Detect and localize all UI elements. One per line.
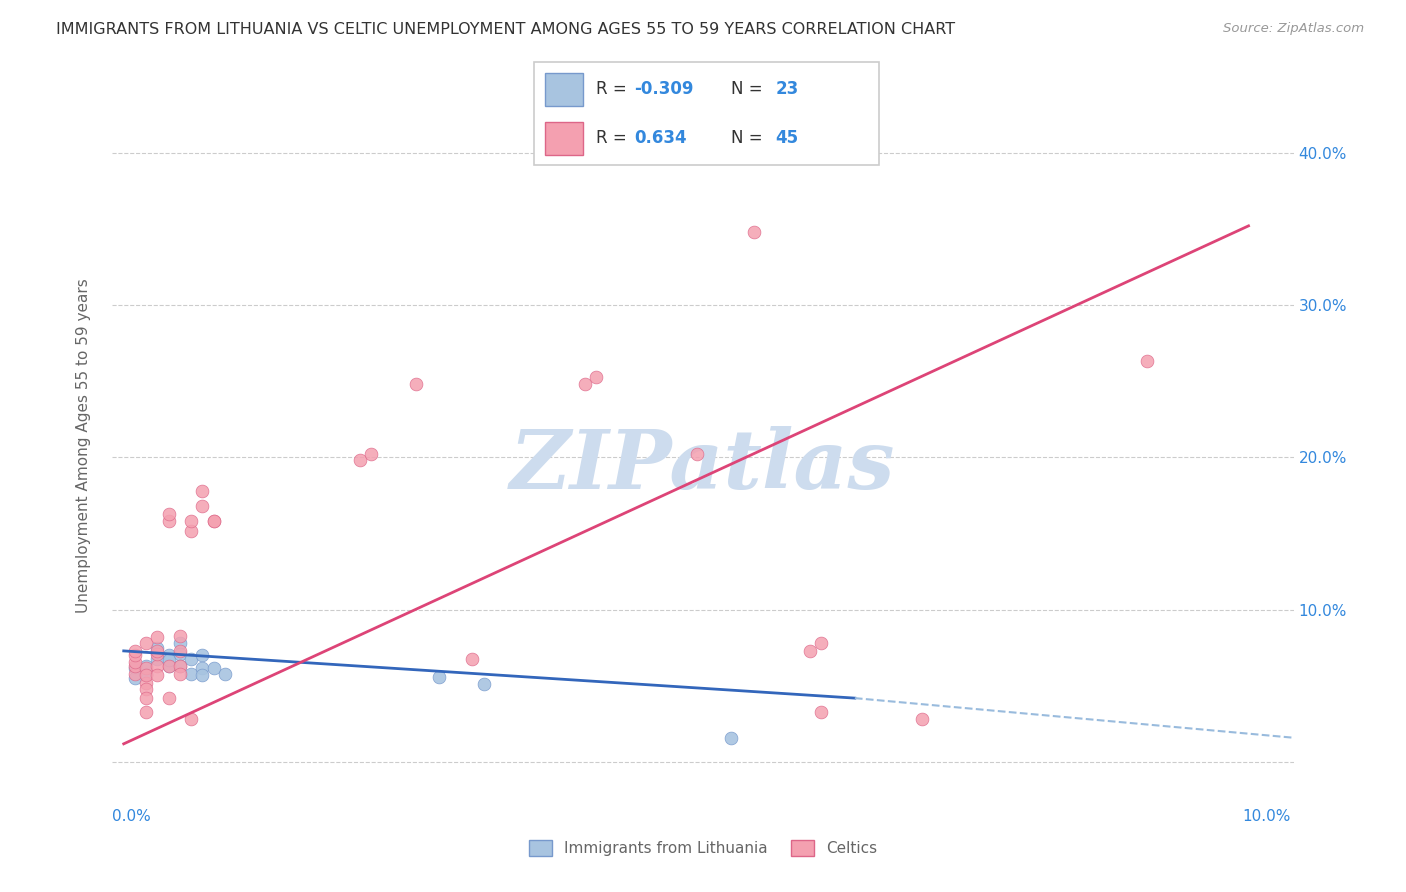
Text: R =: R = xyxy=(596,129,637,147)
Point xyxy=(146,644,169,658)
Point xyxy=(585,369,607,384)
Point xyxy=(146,645,169,659)
Point xyxy=(157,515,180,529)
Point xyxy=(720,731,742,745)
Point xyxy=(157,659,180,673)
Text: R =: R = xyxy=(596,80,633,98)
Point xyxy=(135,676,157,690)
Text: ZIPatlas: ZIPatlas xyxy=(510,426,896,507)
Point xyxy=(124,644,146,658)
Point xyxy=(135,691,157,706)
Text: N =: N = xyxy=(731,80,768,98)
Text: 0.0%: 0.0% xyxy=(112,809,152,823)
Point xyxy=(124,666,146,681)
Text: 10.0%: 10.0% xyxy=(1243,809,1291,823)
Point xyxy=(135,666,157,681)
Y-axis label: Unemployment Among Ages 55 to 59 years: Unemployment Among Ages 55 to 59 years xyxy=(76,278,91,614)
Point xyxy=(135,636,157,650)
Point xyxy=(157,648,180,663)
Point xyxy=(180,666,202,681)
Point xyxy=(146,647,169,661)
Text: -0.309: -0.309 xyxy=(634,80,693,98)
Point xyxy=(157,691,180,706)
Point xyxy=(810,636,832,650)
Point xyxy=(124,648,146,663)
Point xyxy=(191,483,214,498)
Point xyxy=(349,453,371,467)
Text: 45: 45 xyxy=(776,129,799,147)
FancyBboxPatch shape xyxy=(544,73,582,105)
Point xyxy=(169,629,191,643)
Point xyxy=(180,651,202,665)
Point xyxy=(686,447,709,461)
Point xyxy=(135,668,157,682)
Point xyxy=(472,677,495,691)
Point xyxy=(191,499,214,513)
Point xyxy=(169,644,191,658)
Point xyxy=(191,648,214,663)
Point xyxy=(191,668,214,682)
Point xyxy=(360,447,382,461)
Point xyxy=(202,660,225,674)
Point xyxy=(157,659,180,673)
Point xyxy=(124,659,146,673)
Point xyxy=(124,671,146,685)
Point xyxy=(180,524,202,538)
Text: 23: 23 xyxy=(776,80,799,98)
Point xyxy=(146,668,169,682)
FancyBboxPatch shape xyxy=(544,122,582,155)
Point xyxy=(169,666,191,681)
Point xyxy=(911,713,934,727)
Point xyxy=(169,659,191,673)
Point xyxy=(214,666,236,681)
Point xyxy=(124,655,146,669)
Point xyxy=(810,705,832,719)
Point xyxy=(135,660,157,674)
Text: IMMIGRANTS FROM LITHUANIA VS CELTIC UNEMPLOYMENT AMONG AGES 55 TO 59 YEARS CORRE: IMMIGRANTS FROM LITHUANIA VS CELTIC UNEM… xyxy=(56,22,955,37)
Point xyxy=(169,659,191,673)
Point xyxy=(180,713,202,727)
Legend: Immigrants from Lithuania, Celtics: Immigrants from Lithuania, Celtics xyxy=(523,834,883,862)
Point xyxy=(146,659,169,673)
Point xyxy=(799,644,821,658)
Text: 0.634: 0.634 xyxy=(634,129,686,147)
Point xyxy=(202,515,225,529)
Point xyxy=(157,507,180,521)
Point xyxy=(180,515,202,529)
Point xyxy=(135,681,157,696)
Point xyxy=(1136,354,1159,368)
Point xyxy=(135,705,157,719)
Text: Source: ZipAtlas.com: Source: ZipAtlas.com xyxy=(1223,22,1364,36)
Text: N =: N = xyxy=(731,129,768,147)
Point xyxy=(135,659,157,673)
Point xyxy=(742,225,765,239)
Point xyxy=(157,653,180,667)
Point xyxy=(146,640,169,655)
Point xyxy=(202,515,225,529)
Point xyxy=(146,651,169,665)
Point xyxy=(169,647,191,661)
Point xyxy=(405,377,427,392)
Point xyxy=(124,660,146,674)
Point xyxy=(461,651,484,665)
Point xyxy=(146,630,169,644)
Point xyxy=(191,660,214,674)
Point xyxy=(169,636,191,650)
Point xyxy=(574,377,596,392)
Point xyxy=(427,670,450,684)
FancyBboxPatch shape xyxy=(534,62,879,165)
